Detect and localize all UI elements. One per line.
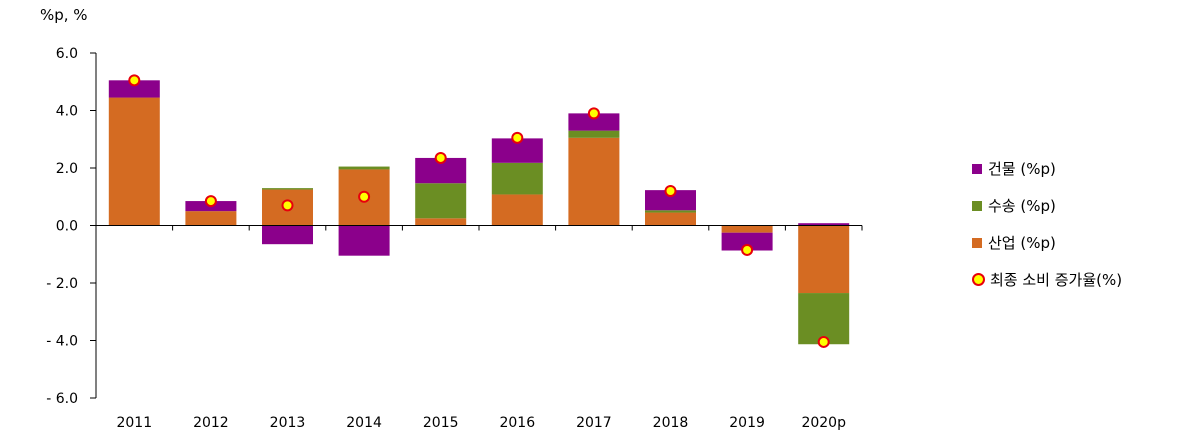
bar-segment-building: [568, 113, 620, 131]
bar-segment-industry: [185, 211, 237, 226]
legend-swatch-transport: [972, 200, 982, 211]
x-tick-label: 2017: [576, 415, 612, 431]
bar-segment-industry: [491, 194, 543, 226]
x-tick-label: 2019: [729, 415, 765, 431]
y-tick-label: 2.0: [56, 161, 78, 177]
final-consumption-point: [204, 195, 217, 208]
y-tick-label: - 4.0: [46, 334, 78, 350]
final-consumption-point: [511, 131, 524, 144]
legend-swatch-building: [972, 163, 982, 174]
legend-item-building: 건물 (%p): [972, 150, 1122, 187]
y-tick-label: 6.0: [56, 46, 78, 62]
x-tick-label: 2014: [346, 415, 382, 431]
bar-segment-building: [798, 223, 850, 226]
x-tick-label: 2020p: [801, 415, 846, 431]
x-tick-label: 2018: [653, 415, 689, 431]
bar-segment-transport: [798, 293, 850, 345]
final-consumption-point: [434, 151, 447, 164]
final-consumption-point: [281, 199, 294, 212]
legend-label-transport: 수송 (%p): [988, 197, 1056, 215]
y-axis-unit-label: %p, %: [40, 6, 88, 24]
x-tick-label: 2015: [423, 415, 459, 431]
final-consumption-point: [741, 243, 754, 256]
bar-segment-building: [262, 225, 313, 245]
stacked-bar-chart: 6.0 4.0 2.0 0.0 - 2.0 - 4.0 - 6.0 2011 2012 2013 2…: [46, 46, 863, 431]
x-tick-label: 2016: [499, 415, 535, 431]
x-tick-label: 2013: [270, 415, 306, 431]
final-consumption-point: [817, 335, 830, 348]
bar-segment-transport: [415, 183, 467, 219]
bar-segment-industry: [798, 225, 850, 294]
bar-segment-transport: [491, 162, 543, 195]
bar-segment-building: [108, 80, 160, 98]
legend-item-transport: 수송 (%p): [972, 187, 1122, 224]
bar-segment-transport: [338, 166, 390, 170]
legend-item-industry: 산업 (%p): [972, 224, 1122, 261]
y-tick-label: 0.0: [56, 219, 78, 235]
bar-segment-transport: [568, 130, 620, 138]
legend-label-industry: 산업 (%p): [988, 234, 1056, 252]
bar-segment-transport: [645, 210, 696, 213]
legend-swatch-industry: [972, 237, 982, 248]
legend-label-building: 건물 (%p): [988, 160, 1056, 178]
bar-segment-industry: [108, 97, 160, 226]
final-consumption-point: [587, 107, 600, 120]
final-consumption-point: [128, 74, 141, 87]
y-tick-label: 4.0: [56, 104, 78, 120]
final-consumption-point: [664, 185, 677, 197]
bar-segment-industry: [568, 137, 620, 226]
x-tick-label: 2012: [193, 415, 229, 431]
legend-marker-final-consumption: [972, 273, 985, 286]
y-tick-label: - 2.0: [46, 276, 78, 292]
bar-segment-building: [338, 225, 390, 256]
bar-segment-building: [721, 232, 773, 251]
bar-segment-industry: [721, 225, 773, 233]
bar-segment-building: [645, 190, 696, 211]
bar-segment-industry: [645, 212, 696, 226]
final-consumption-point: [358, 190, 371, 203]
legend-label-final-consumption: 최종 소비 증가율(%): [990, 271, 1123, 289]
legend: 건물 (%p) 수송 (%p) 산업 (%p) 최종 소비 증가율(%): [972, 150, 1122, 298]
bar-segment-transport: [262, 188, 313, 190]
bar-segment-industry: [415, 218, 467, 226]
legend-item-final-consumption: 최종 소비 증가율(%): [972, 261, 1122, 298]
x-tick-label: 2011: [116, 415, 152, 431]
y-tick-label: - 6.0: [46, 391, 78, 407]
